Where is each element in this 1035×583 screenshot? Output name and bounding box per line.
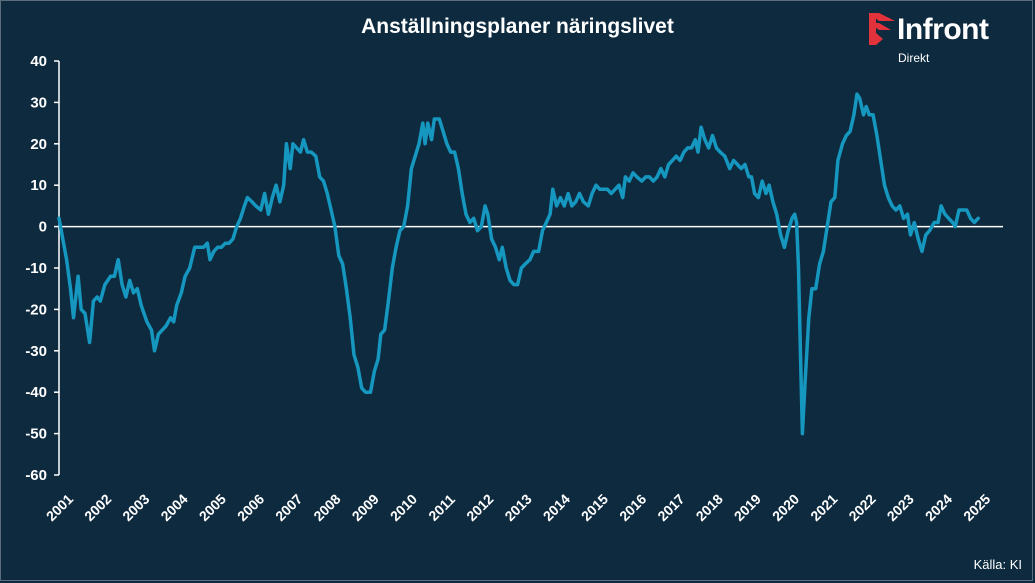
x-tick-label: 2008 — [310, 491, 343, 524]
x-tick-label: 2021 — [807, 491, 840, 524]
x-tick-label: 2024 — [922, 491, 955, 524]
x-tick-label: 2018 — [693, 491, 726, 524]
series-line — [57, 92, 980, 436]
x-tick-label: 2010 — [387, 491, 420, 524]
x-tick-label: 2019 — [731, 491, 764, 524]
x-tick-label: 2011 — [425, 491, 458, 524]
y-tick-label: -40 — [25, 384, 47, 401]
x-tick-label: 2006 — [234, 491, 267, 524]
infront-logo: Infront Direkt — [867, 11, 1027, 67]
x-tick-label: 2004 — [157, 491, 190, 524]
x-tick-label: 2017 — [654, 491, 687, 524]
y-tick-label: 30 — [30, 94, 47, 111]
infront-flag-icon — [869, 13, 895, 45]
x-tick-label: 2003 — [119, 491, 152, 524]
x-tick-label: 2013 — [501, 491, 534, 524]
y-tick-label: 40 — [30, 53, 47, 70]
y-tick-label: -60 — [25, 467, 47, 484]
y-tick-label: 20 — [30, 136, 47, 153]
x-tick-label: 2012 — [463, 491, 496, 524]
y-tick-label: -10 — [25, 260, 47, 277]
x-tick-label: 2023 — [884, 491, 917, 524]
x-tick-label: 2022 — [845, 491, 878, 524]
x-tick-label: 2001 — [43, 491, 76, 524]
x-tick-label: 2002 — [81, 491, 114, 524]
x-tick-label: 2015 — [578, 491, 611, 524]
y-tick-label: -30 — [25, 343, 47, 360]
y-tick-label: 0 — [39, 219, 47, 236]
logo-subtitle: Direkt — [898, 51, 930, 65]
source-label: Källa: KI — [973, 557, 1022, 572]
y-tick-label: -20 — [25, 301, 47, 318]
y-tick-label: -50 — [25, 426, 47, 443]
x-tick-label: 2009 — [349, 491, 382, 524]
x-tick-label: 2020 — [769, 491, 802, 524]
x-tick-label: 2025 — [960, 491, 993, 524]
y-tick-label: 10 — [30, 177, 47, 194]
x-tick-label: 2005 — [196, 491, 229, 524]
logo-wordmark: Infront — [897, 13, 989, 46]
x-tick-label: 2016 — [616, 491, 649, 524]
chart-title: Anställningsplaner näringslivet — [361, 15, 674, 38]
x-tick-label: 2007 — [272, 491, 305, 524]
x-tick-label: 2014 — [540, 491, 573, 524]
